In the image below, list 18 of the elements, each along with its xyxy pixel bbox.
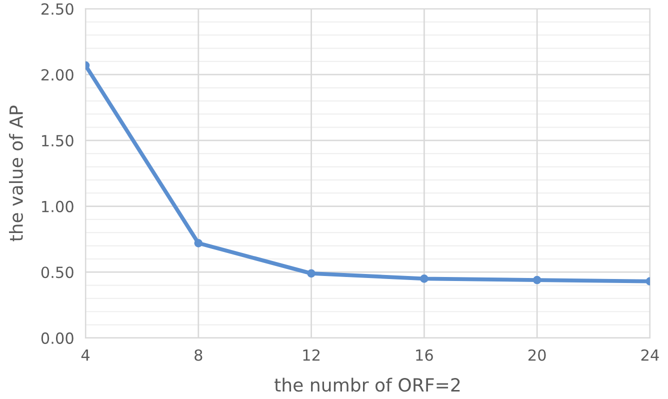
y-tick-label: 1.00 <box>42 200 74 212</box>
point <box>194 238 203 248</box>
x-tick-label: 24 <box>641 349 659 361</box>
point <box>307 269 316 278</box>
y-tick-label: 2.00 <box>41 69 74 81</box>
point <box>420 274 428 283</box>
x-tick-label: 4 <box>81 350 90 361</box>
x-tick-label: 20 <box>528 349 546 361</box>
point <box>532 276 542 284</box>
x-tick-label: 16 <box>416 349 433 361</box>
y-axis-title: the value of AP <box>9 106 23 242</box>
y-tick-label: 0.00 <box>41 332 74 344</box>
y-tick-label: 2.50 <box>41 3 74 15</box>
x-tick-label: 8 <box>194 349 202 361</box>
y-tick-label: 0.50 <box>41 266 74 278</box>
x-tick-label: 12 <box>303 349 320 361</box>
x-axis-title: the numbr of ORF=2 <box>274 378 460 392</box>
y-tick-label: 1.50 <box>42 134 74 146</box>
